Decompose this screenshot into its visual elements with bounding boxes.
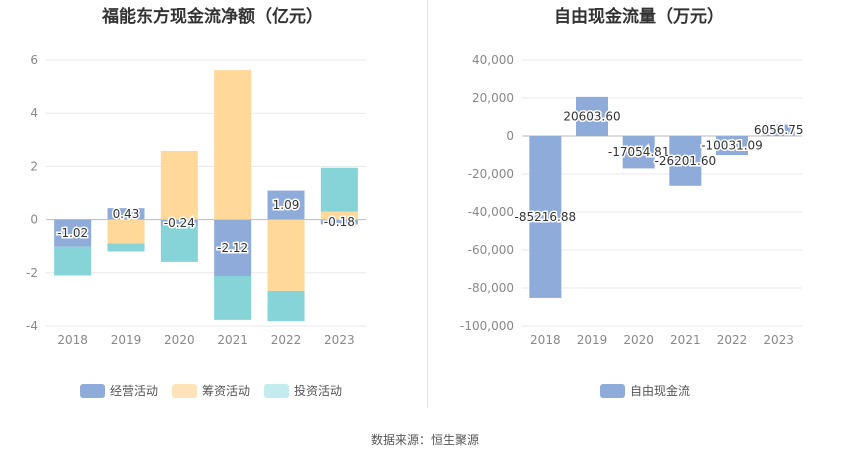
bar-free-cash-flow-2020 [622, 136, 655, 169]
bar-operating-2019 [107, 208, 145, 220]
data-label-operating-2018: -1.02 [57, 226, 88, 240]
bar-operating-2023 [320, 219, 358, 225]
right-x-tick-label: 2021 [670, 333, 701, 347]
data-label-operating-2021: -2.12 [217, 241, 248, 255]
legend-swatch-financing [172, 383, 198, 398]
legend-label-investing: 投资活动 [294, 384, 343, 398]
legend-item-operating[interactable]: 经营活动 [80, 382, 158, 399]
data-label-free-cash-flow-2020: -17054.81 [608, 145, 670, 159]
left-x-tick-label: 2023 [324, 333, 355, 347]
right-y-tick-label: -40,000 [468, 205, 514, 219]
data-label-operating-2022: 1.09 [273, 198, 300, 212]
panel-divider [427, 0, 428, 408]
bar-financing-2022 [267, 219, 305, 291]
legend-item-free-cash-flow[interactable]: 自由现金流 [600, 382, 690, 399]
bar-operating-2021 [214, 219, 252, 276]
right-x-tick-label: 2023 [763, 333, 794, 347]
right-chart-title: 自由现金流量（万元） [554, 7, 724, 27]
bar-financing-2023 [320, 211, 358, 220]
data-label-operating-2023: -0.18 [324, 215, 355, 229]
bar-investing-2019 [107, 243, 145, 252]
left-y-tick-label: -4 [26, 319, 38, 333]
data-label-operating-2019: 0.43 [113, 207, 140, 221]
legend-swatch-free-cash-flow [600, 383, 625, 398]
data-source-note: 数据来源：恒生聚源 [370, 433, 479, 447]
bar-investing-2021 [214, 275, 252, 320]
legend-item-investing[interactable]: 投资活动 [264, 382, 342, 399]
bar-financing-2020 [160, 150, 198, 220]
left-chart-title: 福能东方现金流净额（亿元） [102, 7, 323, 27]
right-y-tick-label: 20,000 [472, 91, 514, 105]
bar-operating-2018 [54, 219, 92, 247]
legend-item-financing[interactable]: 筹资活动 [172, 382, 250, 399]
bar-free-cash-flow-2021 [669, 136, 702, 186]
left-x-tick-label: 2018 [57, 333, 88, 347]
legend-swatch-investing [264, 383, 290, 398]
bar-free-cash-flow-2018 [529, 136, 562, 298]
left-y-tick-label: 4 [30, 106, 38, 120]
legend-label-operating: 经营活动 [110, 384, 159, 398]
right-y-tick-label: 40,000 [472, 53, 514, 67]
right-legend: 自由现金流 [600, 382, 704, 399]
data-label-free-cash-flow-2019: 20603.60 [563, 109, 620, 123]
right-y-tick-label: 0 [506, 129, 514, 143]
bar-financing-2019 [107, 219, 145, 244]
bar-investing-2020 [160, 225, 198, 262]
bar-free-cash-flow-2022 [716, 136, 748, 156]
right-x-tick-label: 2022 [717, 333, 748, 347]
left-y-tick-label: 0 [30, 213, 38, 227]
bar-free-cash-flow-2023 [762, 124, 795, 136]
left-x-tick-label: 2019 [111, 333, 142, 347]
bar-financing-2021 [214, 70, 252, 220]
right-x-tick-label: 2018 [530, 333, 561, 347]
left-y-tick-label: 6 [30, 53, 38, 67]
bar-investing-2018 [54, 246, 92, 276]
data-label-free-cash-flow-2018: -85216.88 [515, 210, 577, 224]
bar-operating-2022 [267, 190, 305, 220]
right-x-tick-label: 2019 [577, 333, 608, 347]
data-label-operating-2020: -0.24 [164, 216, 195, 230]
bar-investing-2023 [320, 167, 358, 212]
legend-swatch-operating [80, 383, 105, 398]
left-y-tick-label: -2 [26, 266, 38, 280]
bar-operating-2020 [160, 219, 198, 226]
data-label-free-cash-flow-2023: 6056.75 [754, 123, 804, 137]
right-y-tick-label: -100,000 [460, 319, 514, 333]
data-label-free-cash-flow-2021: -26201.60 [655, 154, 717, 168]
right-x-tick-label: 2020 [623, 333, 654, 347]
left-x-tick-label: 2020 [164, 333, 195, 347]
left-legend: 经营活动 筹资活动 投资活动 [80, 382, 356, 399]
left-x-tick-label: 2022 [271, 333, 302, 347]
legend-label-free-cash-flow: 自由现金流 [630, 384, 691, 398]
legend-label-financing: 筹资活动 [202, 384, 251, 398]
right-y-tick-label: -80,000 [468, 281, 514, 295]
left-y-tick-label: 2 [30, 159, 38, 173]
right-y-tick-label: -20,000 [468, 167, 514, 181]
bar-investing-2022 [267, 290, 305, 322]
right-y-tick-label: -60,000 [468, 243, 514, 257]
bar-free-cash-flow-2019 [576, 96, 608, 136]
left-x-tick-label: 2021 [217, 333, 248, 347]
data-label-free-cash-flow-2022: -10031.09 [701, 139, 763, 153]
